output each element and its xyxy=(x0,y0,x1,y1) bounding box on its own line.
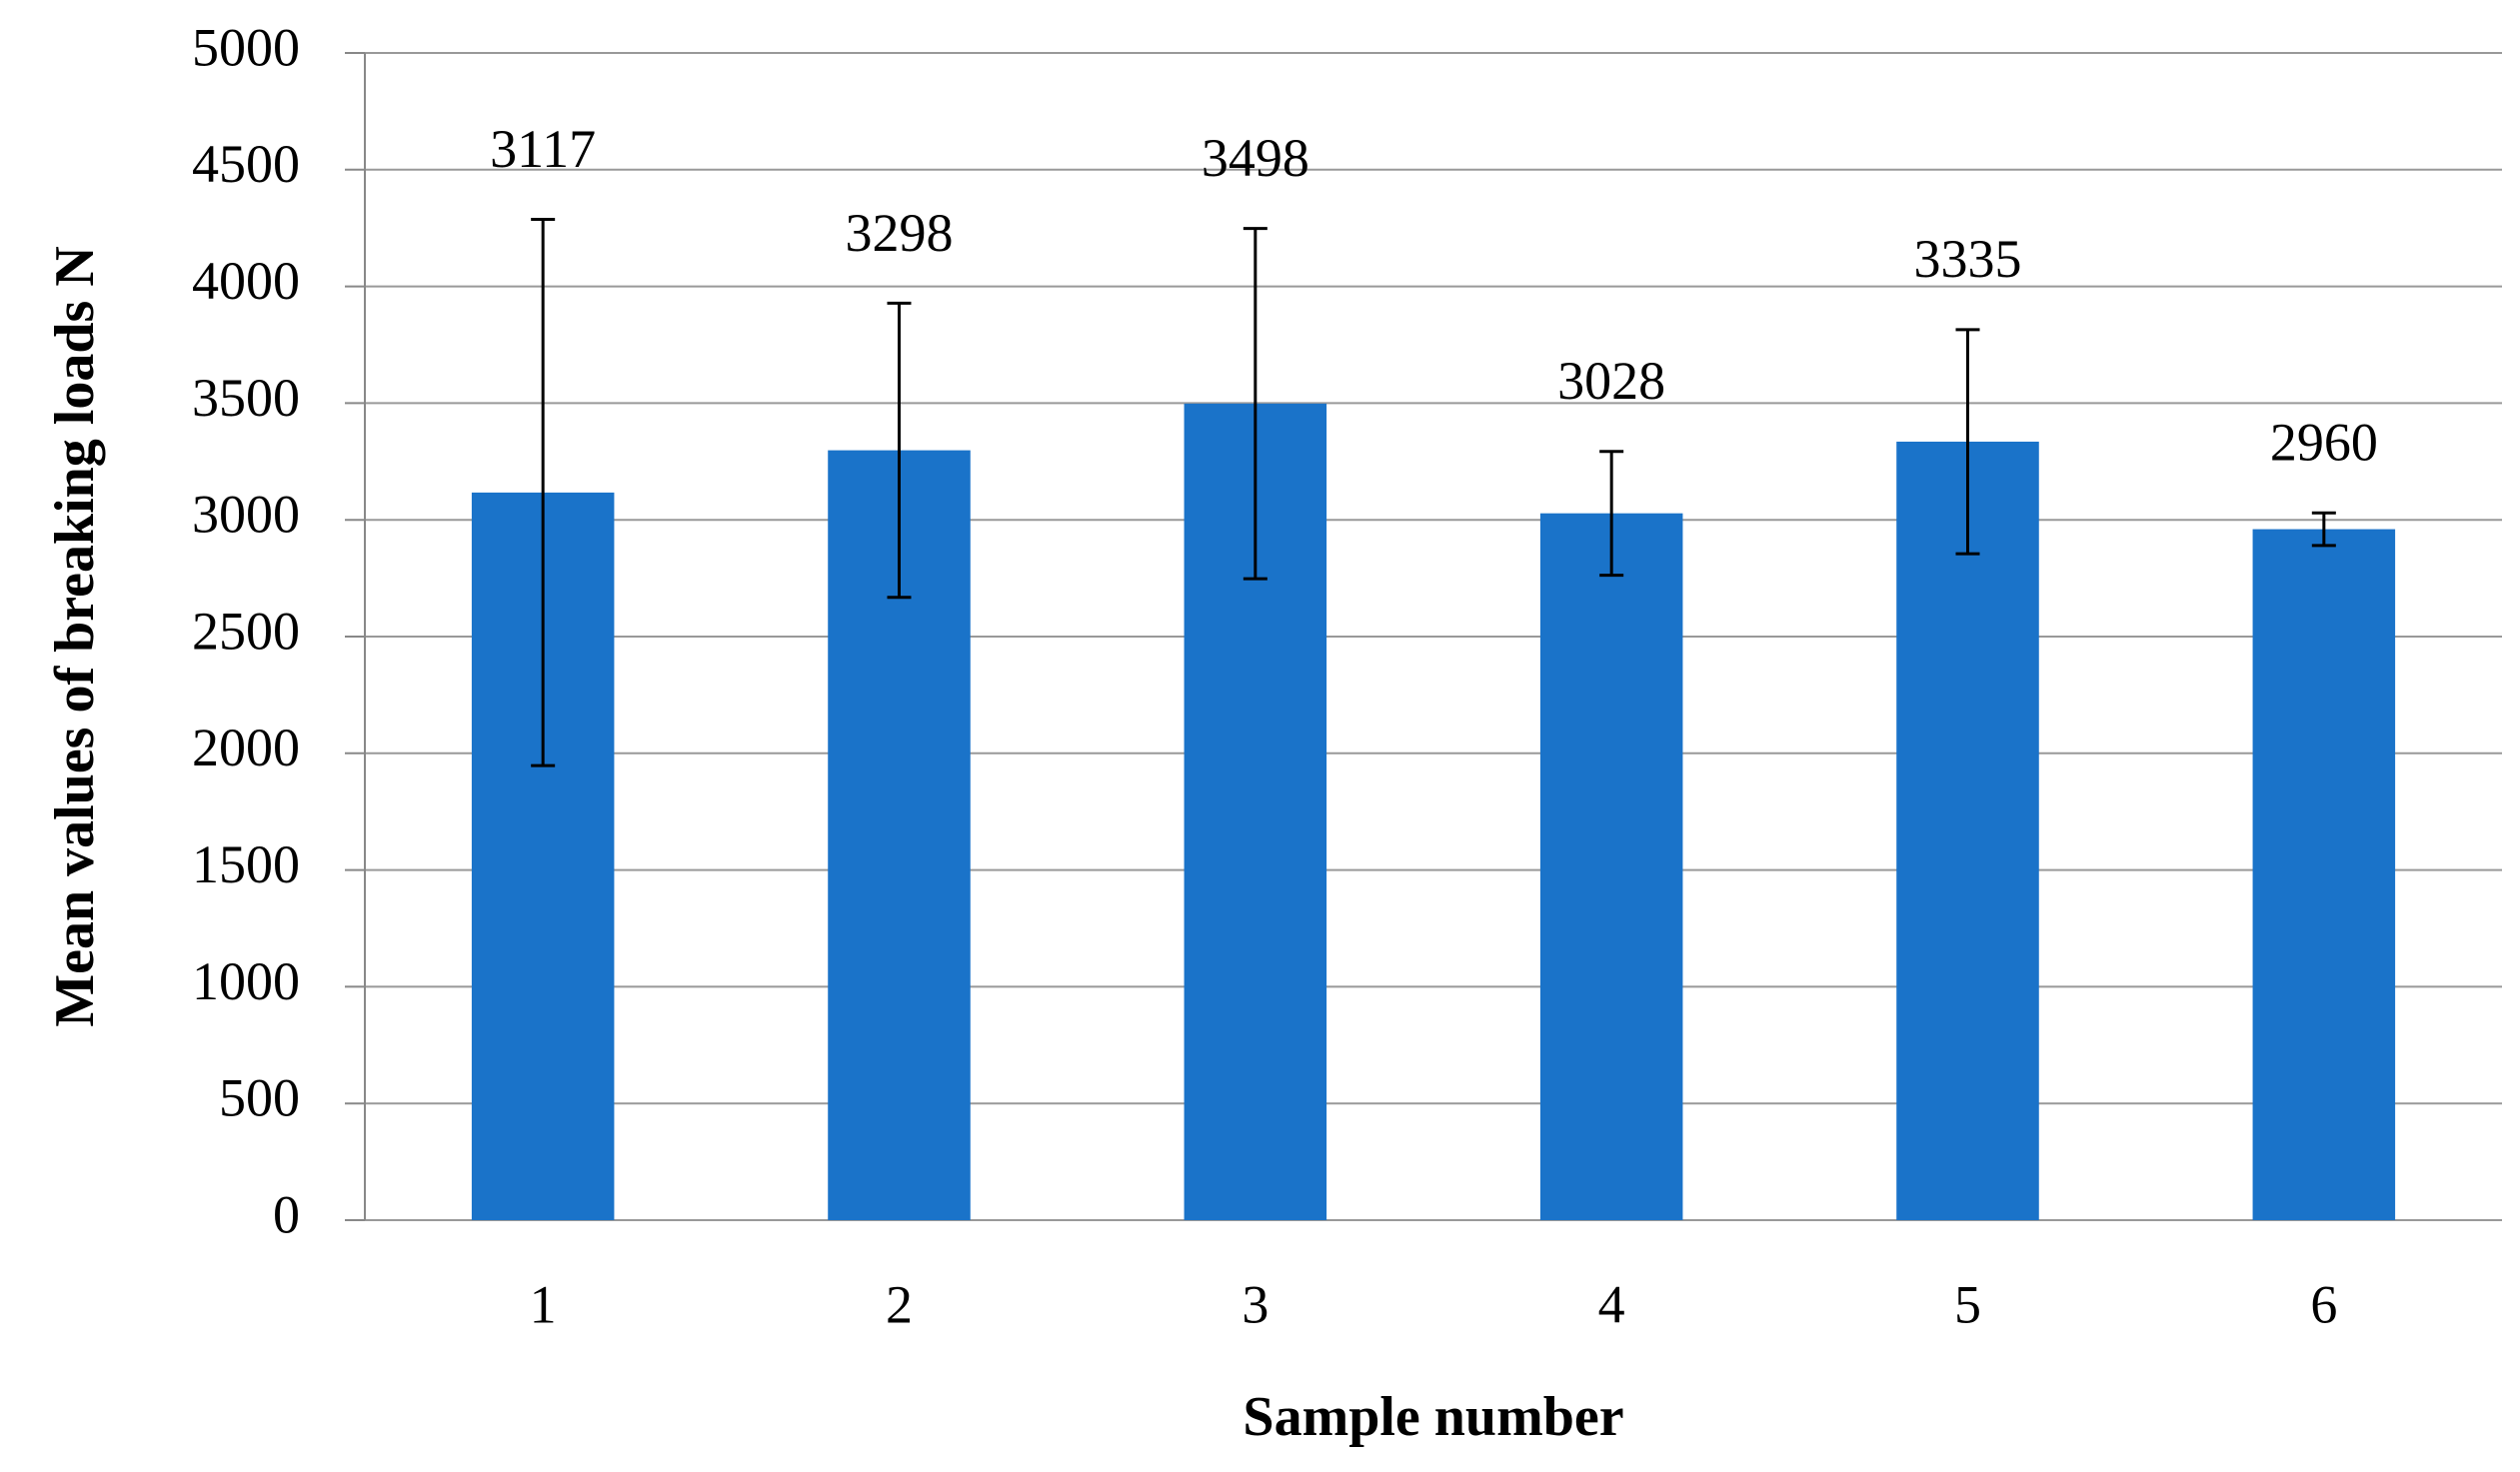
y-tick-label: 2500 xyxy=(192,601,300,661)
data-label: 2960 xyxy=(2270,413,2378,473)
y-tick-label: 2000 xyxy=(192,718,300,777)
y-tick-label: 1500 xyxy=(192,834,300,894)
x-tick-label: 5 xyxy=(1954,1274,1981,1334)
y-tick-label: 5000 xyxy=(192,17,300,77)
bar xyxy=(1896,441,2039,1221)
y-tick-label: 3500 xyxy=(192,368,300,428)
error-bar xyxy=(887,301,912,600)
x-tick-label: 4 xyxy=(1598,1274,1625,1334)
y-axis-title: Mean values of breaking loads N xyxy=(44,246,106,1026)
y-tick-label: 4500 xyxy=(192,134,300,194)
x-tick-label: 2 xyxy=(886,1274,913,1334)
error-bar xyxy=(531,218,556,767)
bar xyxy=(1539,513,1683,1220)
y-tick-label: 4000 xyxy=(192,251,300,311)
x-tick-label: 1 xyxy=(530,1274,557,1334)
data-label: 3117 xyxy=(490,119,596,179)
data-label: 3335 xyxy=(1914,229,2022,289)
y-tick-label: 500 xyxy=(219,1068,300,1128)
x-axis-title: Sample number xyxy=(1243,1386,1623,1448)
bar xyxy=(2252,529,2396,1220)
y-tick-label: 1000 xyxy=(192,951,300,1011)
data-label: 3498 xyxy=(1202,128,1309,188)
x-tick-label: 6 xyxy=(2310,1274,2337,1334)
error-bar xyxy=(1599,450,1624,578)
error-bar xyxy=(2311,511,2336,548)
data-label: 3028 xyxy=(1557,351,1665,411)
error-bar xyxy=(1243,227,1267,581)
y-tick-label: 3000 xyxy=(192,485,300,545)
x-tick-label: 3 xyxy=(1242,1274,1268,1334)
error-bar xyxy=(1955,328,1980,556)
y-tick-label: 0 xyxy=(273,1184,300,1244)
data-label: 3298 xyxy=(846,203,954,263)
